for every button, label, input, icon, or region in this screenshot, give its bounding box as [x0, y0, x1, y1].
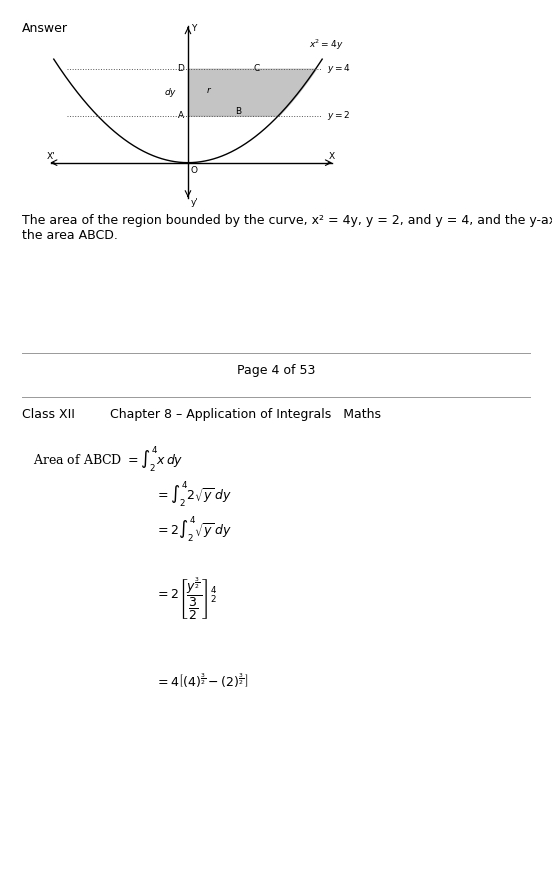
Text: $y=4$: $y=4$ [327, 62, 351, 75]
Text: B: B [235, 106, 241, 116]
Text: $x^2=4y$: $x^2=4y$ [310, 38, 344, 52]
Text: $y=2$: $y=2$ [327, 109, 351, 122]
Text: A: A [178, 112, 184, 120]
Text: C: C [253, 65, 260, 73]
Text: $= 2\int_2^4 \sqrt{y}\,dy$: $= 2\int_2^4 \sqrt{y}\,dy$ [155, 514, 232, 544]
Text: $= \int_2^4 2\sqrt{y}\,dy$: $= \int_2^4 2\sqrt{y}\,dy$ [155, 480, 232, 509]
Text: D: D [177, 65, 184, 73]
Text: $dy$: $dy$ [164, 85, 177, 99]
Text: O: O [190, 167, 197, 175]
Text: X: X [329, 153, 335, 161]
Text: Y: Y [191, 24, 197, 33]
Text: $= 2\left[\dfrac{y^{\frac{3}{2}}}{\dfrac{3}{2}}\right]_2^4$: $= 2\left[\dfrac{y^{\frac{3}{2}}}{\dfrac… [155, 576, 217, 622]
Text: Answer: Answer [22, 22, 68, 35]
Text: y': y' [191, 198, 199, 207]
Text: Area of ABCD $= \int_2^4 x\,dy$: Area of ABCD $= \int_2^4 x\,dy$ [33, 445, 184, 474]
Text: Class XII: Class XII [22, 408, 75, 421]
Text: $r$: $r$ [206, 85, 212, 95]
Text: the area ABCD.: the area ABCD. [22, 229, 118, 242]
Text: The area of the region bounded by the curve, x² = 4y, y = 2, and y = 4, and the : The area of the region bounded by the cu… [22, 214, 552, 227]
Text: X': X' [46, 153, 55, 161]
Text: $= 4\left[(4)^{\frac{3}{2}} - (2)^{\frac{3}{2}}\right]$: $= 4\left[(4)^{\frac{3}{2}} - (2)^{\frac… [155, 671, 248, 690]
Text: Chapter 8 – Application of Integrals   Maths: Chapter 8 – Application of Integrals Mat… [110, 408, 381, 421]
Text: Page 4 of 53: Page 4 of 53 [237, 364, 315, 377]
